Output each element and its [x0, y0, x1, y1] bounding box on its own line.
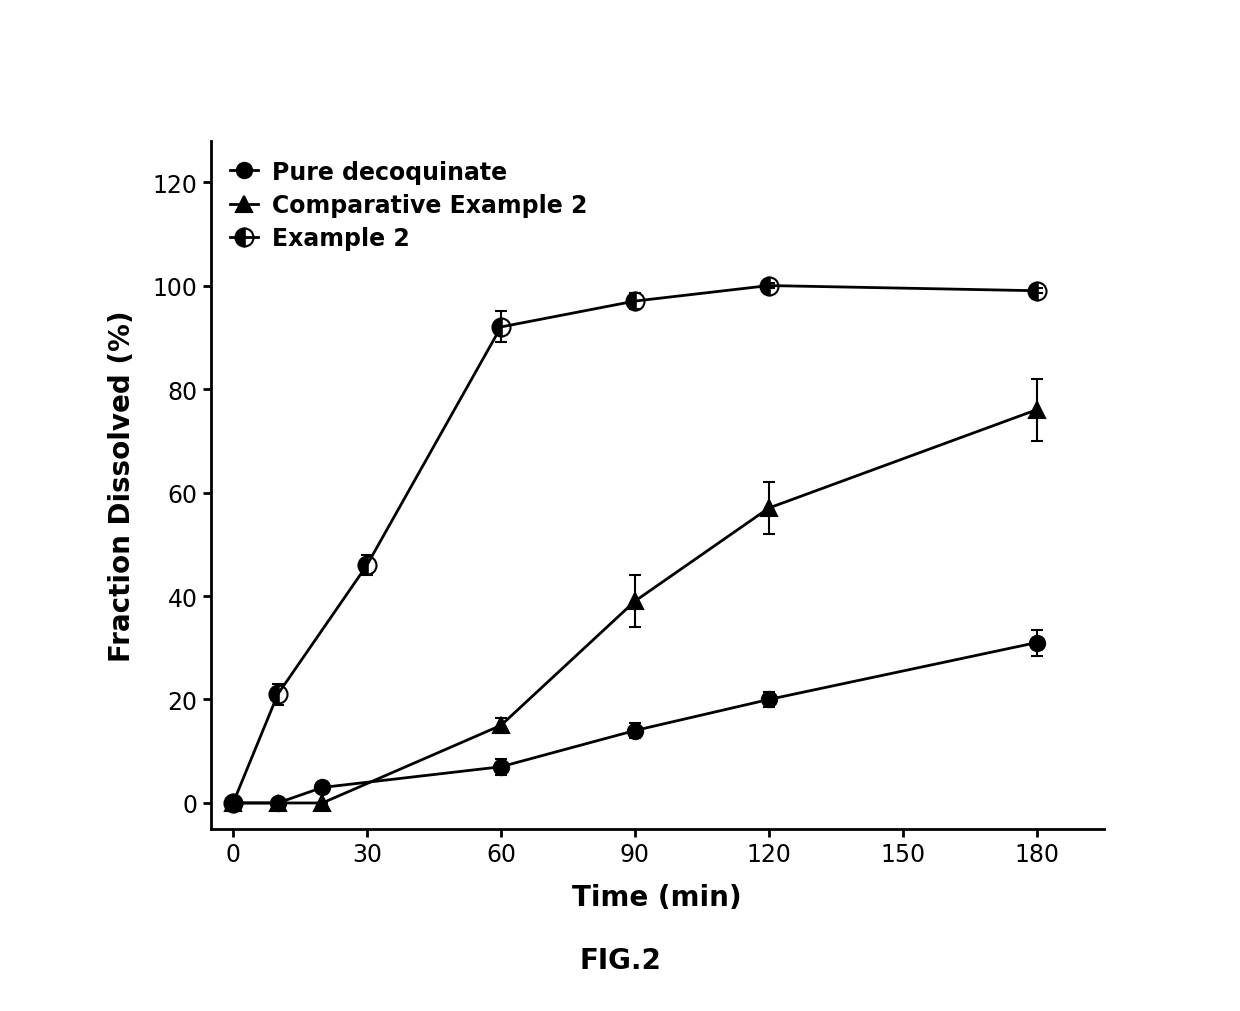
- Line: Pure decoquinate: Pure decoquinate: [226, 635, 1044, 811]
- Example 2: [270, 688, 285, 701]
- Line: Comparative Example 2: Comparative Example 2: [224, 402, 1045, 812]
- Example 2: [226, 797, 241, 809]
- Comparative Example 2: [315, 797, 330, 809]
- Example 2: [627, 295, 642, 307]
- Pure decoquinate: [270, 797, 285, 809]
- Pure decoquinate: [627, 725, 642, 737]
- X-axis label: Time (min): Time (min): [573, 883, 742, 911]
- Pure decoquinate: [761, 694, 776, 706]
- Pure decoquinate: [315, 782, 330, 794]
- Example 2: [1029, 285, 1044, 297]
- Legend: Pure decoquinate, Comparative Example 2, Example 2: Pure decoquinate, Comparative Example 2,…: [223, 154, 595, 258]
- Line: Example 2: Example 2: [224, 277, 1045, 812]
- Pure decoquinate: [226, 797, 241, 809]
- Comparative Example 2: [627, 595, 642, 608]
- Example 2: [360, 559, 374, 571]
- Y-axis label: Fraction Dissolved (%): Fraction Dissolved (%): [108, 309, 136, 661]
- Comparative Example 2: [1029, 404, 1044, 417]
- Comparative Example 2: [761, 502, 776, 515]
- Text: FIG.2: FIG.2: [579, 946, 661, 975]
- Pure decoquinate: [494, 761, 508, 773]
- Pure decoquinate: [1029, 637, 1044, 649]
- Example 2: [761, 280, 776, 292]
- Comparative Example 2: [494, 720, 508, 732]
- Comparative Example 2: [226, 797, 241, 809]
- Example 2: [494, 321, 508, 334]
- Comparative Example 2: [270, 797, 285, 809]
